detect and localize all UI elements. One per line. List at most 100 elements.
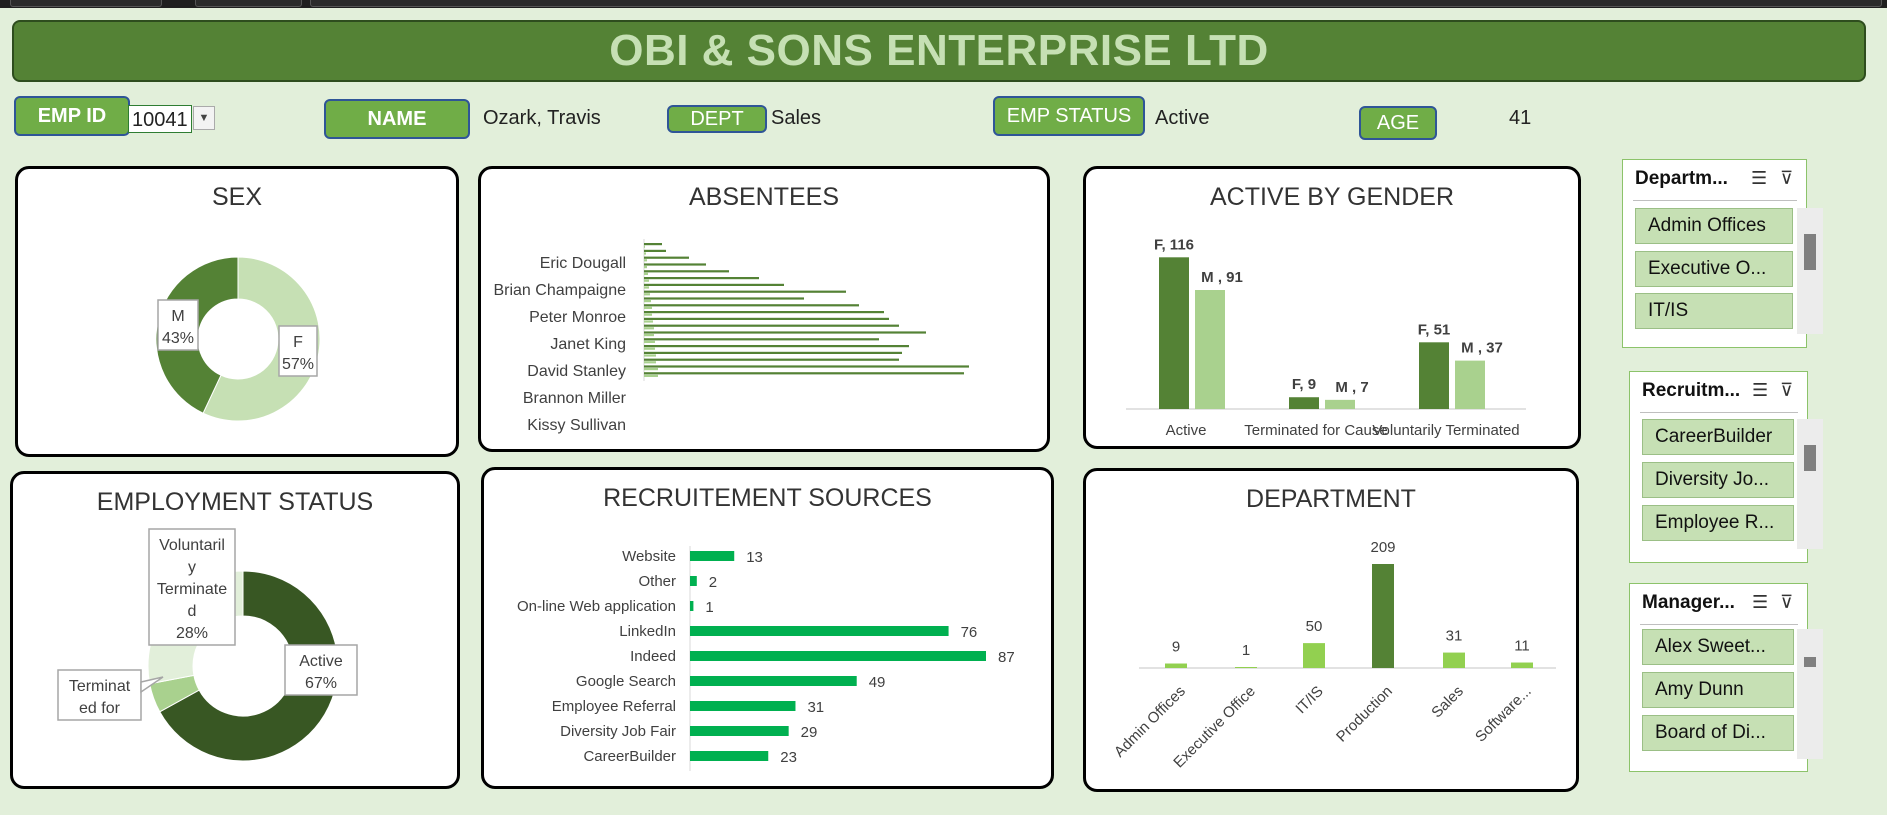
absentees-bar	[644, 327, 654, 330]
active-gender-data-label: F, 116	[1154, 236, 1194, 253]
recruitment-data-label: 29	[801, 724, 818, 741]
absentees-bar	[644, 300, 651, 303]
absentees-bar	[644, 345, 909, 348]
absentees-bar	[644, 351, 902, 354]
emp-status-value: Active	[1155, 107, 1210, 129]
absentees-bar	[644, 256, 689, 259]
slicer-scrollbar[interactable]	[1797, 629, 1823, 759]
absentees-bar	[644, 279, 649, 282]
multiselect-icon[interactable]: ☰	[1752, 592, 1769, 612]
absentees-bar	[644, 283, 784, 286]
absentees-bar	[644, 293, 650, 296]
slicer-item[interactable]: Employee R...	[1642, 505, 1794, 541]
absentees-bar	[644, 266, 647, 269]
absentees-tick-label: David Stanley	[527, 363, 626, 380]
absentees-bar	[644, 358, 899, 361]
absentees-tick-label: Eric Dougall	[540, 255, 626, 272]
absentees-tick-label: Kissy Sullivan	[527, 417, 626, 434]
recruitment-slicer[interactable]: Recruitm... ☰ ⊽ CareerBuilder Diversity …	[1629, 371, 1823, 563]
sex-data-label-box	[157, 299, 199, 351]
slicer-title: Manager...	[1642, 592, 1735, 613]
absentees-panel: ABSENTEES Kissy Sullivan Brannon Miller Da…	[478, 166, 1050, 452]
department-panel: DEPARTMENT 9 Admin Offices 1 Executive Offi…	[1083, 468, 1579, 792]
recruitment-chart: Website 13 Other 2 On-line Web application 1 L…	[517, 546, 1015, 771]
multiselect-icon[interactable]: ☰	[1751, 168, 1768, 188]
absentees-bar	[644, 243, 662, 246]
slicer-item[interactable]: Alex Sweet...	[1642, 629, 1794, 665]
clear-filter-icon[interactable]: ⊽	[1780, 168, 1794, 188]
absentees-bar	[644, 286, 649, 289]
employment-data-label: ed for	[79, 700, 121, 717]
slicer-item[interactable]: CareerBuilder	[1642, 419, 1794, 455]
recruitment-bar	[690, 676, 857, 686]
slicer-item[interactable]: Board of Di...	[1642, 715, 1794, 751]
recruitment-bar	[690, 726, 789, 736]
absentees-bar	[644, 372, 964, 375]
absentees-bar	[644, 374, 658, 377]
recruitment-title: RECRUITEMENT SOURCES	[603, 484, 932, 512]
slicer-item[interactable]: Executive O...	[1635, 251, 1793, 287]
absentees-tick-label: Brannon Miller	[523, 390, 627, 407]
absentees-bar	[644, 252, 646, 255]
slicer-item[interactable]: Amy Dunn	[1642, 672, 1794, 708]
department-data-label: 1	[1242, 642, 1250, 659]
employment-data-label: Terminat	[69, 678, 131, 695]
multiselect-icon[interactable]: ☰	[1752, 380, 1769, 400]
name-label: NAME	[324, 99, 470, 139]
slicer-scrollbar[interactable]	[1797, 208, 1823, 334]
recruitment-tick-label: On-line Web application	[517, 598, 676, 615]
department-data-label: 9	[1172, 639, 1180, 656]
emp-id-dropdown-icon[interactable]: ▼	[193, 106, 215, 130]
clear-filter-icon[interactable]: ⊽	[1780, 592, 1794, 612]
recruitment-bar	[690, 751, 769, 761]
active-gender-bar	[1419, 342, 1449, 409]
department-data-label: 11	[1514, 638, 1530, 655]
active-gender-data-label: M , 37	[1461, 340, 1503, 357]
employment-callout-pointer	[140, 676, 164, 694]
department-bar	[1443, 652, 1465, 668]
window-top-strip	[0, 0, 1887, 8]
sex-title: SEX	[211, 183, 263, 211]
sex-data-label-box	[278, 325, 318, 377]
slicer-item[interactable]: IT/IS	[1635, 293, 1793, 329]
recruitment-data-label: 13	[746, 549, 763, 566]
absentees-tick-label: Janet King	[550, 336, 626, 353]
department-tick-label: IT/IS	[1292, 683, 1326, 717]
department-data-label: 209	[1370, 539, 1395, 556]
manager-slicer[interactable]: Manager... ☰ ⊽ Alex Sweet... Amy Dunn Bo…	[1629, 583, 1823, 772]
absentees-tick-label: Peter Monroe	[529, 309, 626, 326]
department-slicer[interactable]: Departm... ☰ ⊽ Admin Offices Executive O…	[1622, 159, 1823, 348]
active-gender-bar	[1289, 397, 1319, 409]
active-gender-tick-label: Voluntarily Terminated	[1372, 422, 1519, 439]
absentees-bar	[644, 354, 656, 357]
emp-id-input[interactable]: 10041	[128, 105, 192, 133]
slicer-title: Recruitm...	[1642, 380, 1741, 401]
absentees-bar	[644, 259, 647, 262]
absentees-bar	[644, 317, 889, 320]
slicer-item[interactable]: Diversity Jo...	[1642, 462, 1794, 498]
active-gender-panel: ACTIVE BY GENDER F, 116 M , 91 Active F, 9 M…	[1083, 166, 1581, 449]
department-bar	[1511, 662, 1533, 668]
employment-data-label: Active	[299, 653, 343, 670]
active-gender-bar	[1195, 290, 1225, 409]
recruitment-data-label: 87	[998, 649, 1015, 666]
sex-data-label: 43%	[162, 330, 194, 347]
absentees-bar	[644, 320, 653, 323]
recruitment-bar	[690, 701, 796, 711]
department-bar	[1165, 663, 1187, 668]
employment-data-label-box	[284, 644, 358, 696]
employment-panel: EMPLOYMENT STATUS Active 67% Terminat ed fo…	[10, 471, 460, 789]
dashboard-title: OBI & SONS ENTERPRISE LTD	[12, 20, 1866, 82]
absentees-bar	[644, 361, 656, 364]
sex-slice-f	[202, 256, 321, 422]
recruitment-bar	[690, 626, 949, 636]
active-gender-tick-label: Active	[1166, 422, 1207, 439]
absentees-bar	[644, 306, 652, 309]
employment-data-label: Terminate	[157, 581, 227, 598]
department-tick-label: Production	[1333, 683, 1396, 746]
slicer-item[interactable]: Admin Offices	[1635, 208, 1793, 244]
clear-filter-icon[interactable]: ⊽	[1780, 380, 1794, 400]
slicer-scrollbar[interactable]	[1797, 419, 1823, 549]
emp-id-label: EMP ID	[14, 96, 130, 136]
absentees-bar	[644, 338, 879, 341]
